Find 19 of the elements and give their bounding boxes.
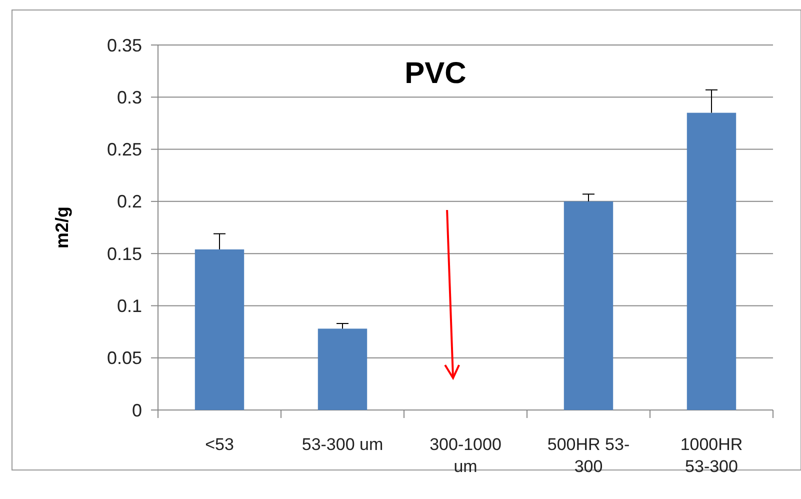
y-tick-label: 0.1	[116, 296, 142, 316]
bar	[686, 112, 736, 410]
y-tick-label: 0.05	[106, 348, 142, 368]
x-tick-label: 53-300 um	[302, 435, 384, 454]
bar	[564, 201, 614, 410]
y-tick-label: 0.15	[106, 244, 142, 264]
x-tick-label: <53	[205, 435, 234, 454]
x-tick-label: 1000HR 53-300	[680, 435, 743, 476]
y-tick-label: 0.2	[116, 192, 142, 212]
x-tick-label: 300-1000 um	[430, 435, 502, 476]
x-tick-label: 500HR 53-300	[547, 435, 630, 476]
y-tick-label: 0.3	[116, 87, 142, 108]
y-tick-label: 0.35	[106, 35, 142, 56]
y-axis-title: m2/g	[52, 206, 72, 249]
bar	[194, 249, 244, 410]
bar	[318, 328, 368, 410]
y-tick-label: 0.25	[106, 140, 142, 160]
y-tick-label: 0	[132, 400, 142, 420]
chart-title: PVC	[404, 57, 466, 90]
